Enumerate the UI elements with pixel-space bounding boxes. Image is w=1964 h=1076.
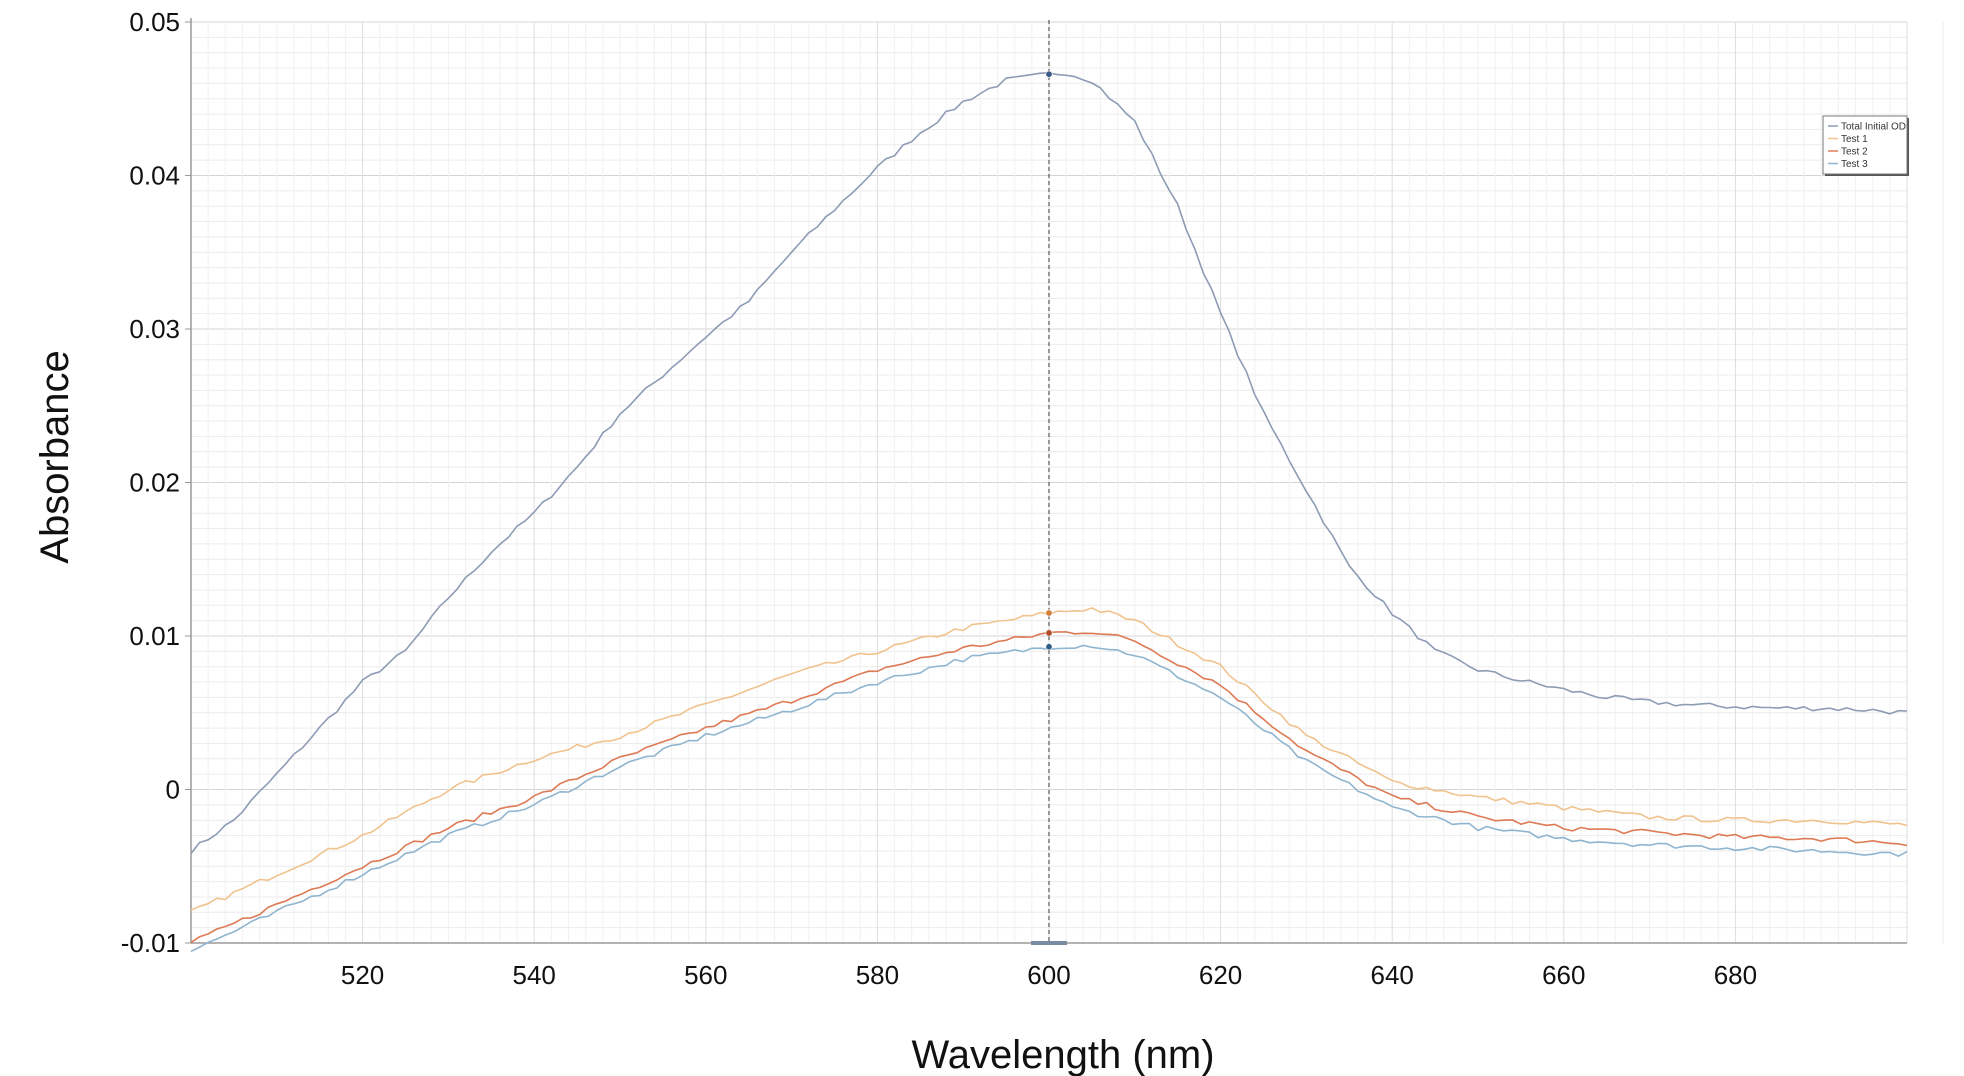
legend-entry: Test 1 [1841, 134, 1868, 145]
x-tick-label: 520 [341, 960, 384, 990]
y-tick-label: -0.01 [121, 928, 180, 958]
y-tick-label: 0 [166, 775, 180, 805]
cursor-line[interactable] [1031, 20, 1067, 945]
x-tick-label: 580 [856, 960, 899, 990]
legend-entry: Test 2 [1841, 147, 1868, 158]
cursor-marker [1045, 643, 1053, 651]
y-tick-label: 0.05 [129, 7, 180, 37]
legend-entry: Total Initial OD [1841, 122, 1906, 133]
x-tick-label: 620 [1199, 960, 1242, 990]
y-tick-label: 0.03 [129, 314, 180, 344]
x-tick-label: 640 [1371, 960, 1414, 990]
cursor-marker [1045, 609, 1053, 617]
cursor-marker [1045, 70, 1053, 78]
x-tick-label: 560 [684, 960, 727, 990]
x-tick-label: 600 [1027, 960, 1070, 990]
cursor-handle[interactable] [1031, 941, 1067, 945]
y-tick-label: 0.01 [129, 621, 180, 651]
x-tick-label: 660 [1542, 960, 1585, 990]
y-axis-title: Absorbance [33, 350, 77, 563]
x-tick-label: 680 [1714, 960, 1757, 990]
cursor-marker [1045, 629, 1053, 637]
y-tick-label: 0.04 [129, 161, 180, 191]
cursor-markers [1045, 70, 1053, 651]
legend-entry: Test 3 [1841, 159, 1868, 170]
x-axis-title: Wavelength (nm) [911, 1033, 1214, 1076]
y-tick-label: 0.02 [129, 468, 180, 498]
x-tick-label: 540 [513, 960, 556, 990]
tick-labels: -0.01 0 0.01 0.02 0.03 0.04 0.05 520 540 560 580 60… [121, 7, 1757, 990]
